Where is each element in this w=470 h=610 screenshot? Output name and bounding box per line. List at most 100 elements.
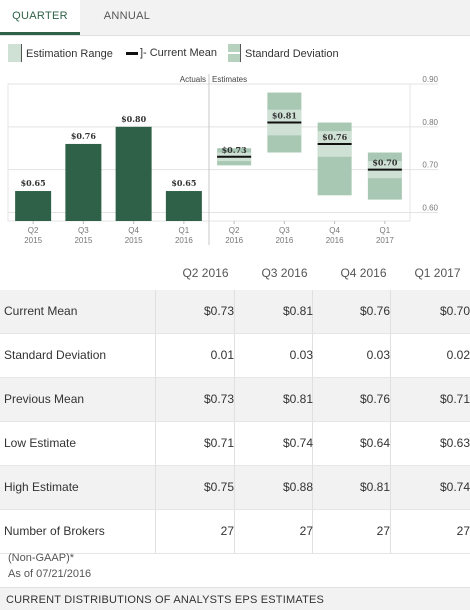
standard-deviation-swatch: [228, 44, 241, 62]
table-header: Q2 2016 Q3 2016 Q4 2016 Q1 2017: [0, 258, 470, 290]
table-cell: $0.81: [282, 392, 313, 406]
estimate-mean-label: $0.70: [372, 158, 397, 168]
actual-bar: [115, 126, 152, 221]
estimates-section-label: Estimates: [212, 75, 247, 84]
x-tick-label-quarter: Q1: [179, 226, 190, 235]
column-divider: [155, 422, 156, 465]
x-tick-label-quarter: Q3: [279, 226, 290, 235]
actual-bar: [15, 191, 52, 221]
row-label: Number of Brokers: [4, 524, 105, 538]
y-tick-label: 0.60: [422, 203, 438, 212]
section-header-distributions: CURRENT DISTRIBUTIONS OF ANALYSTS EPS ES…: [0, 587, 470, 610]
tab-annual[interactable]: ANNUAL: [103, 10, 151, 22]
table-cell: $0.71: [439, 392, 470, 406]
column-divider: [155, 290, 156, 333]
x-tick-label-quarter: Q2: [229, 226, 240, 235]
table-cell: $0.73: [203, 392, 234, 406]
x-tick-label-quarter: Q4: [128, 226, 139, 235]
estimates-table: Q2 2016 Q3 2016 Q4 2016 Q1 2017 Current …: [0, 258, 470, 554]
actual-value-label: $0.65: [21, 178, 46, 188]
row-label: Standard Deviation: [4, 348, 107, 362]
table-cell: $0.74: [282, 436, 313, 450]
actuals-section-label: Actuals: [180, 75, 206, 84]
table-cell: $0.75: [203, 480, 234, 494]
row-label: Previous Mean: [4, 392, 85, 406]
estimate-mean-label: $0.73: [222, 145, 247, 155]
column-divider: [390, 378, 391, 421]
column-header: Q4 2016: [340, 266, 387, 280]
x-tick-label-year: 2015: [125, 236, 143, 245]
table-cell: $0.76: [359, 304, 390, 318]
period-tabs: QUARTER ANNUAL: [0, 0, 470, 36]
column-divider: [234, 378, 235, 421]
table-cell: $0.70: [439, 304, 470, 318]
table-notes: (Non-GAAP)* As of 07/21/2016: [8, 550, 91, 582]
eps-chart: 0.60 0.70 0.80 0.90 Actuals Estimates $0.65 $0.…: [0, 70, 470, 255]
table-cell: $0.81: [359, 480, 390, 494]
column-divider: [390, 422, 391, 465]
column-divider: [312, 334, 313, 377]
table-cell: $0.88: [282, 480, 313, 494]
row-label: High Estimate: [4, 480, 79, 494]
gaap-note: (Non-GAAP)*: [8, 552, 75, 564]
x-tick-label-year: 2016: [175, 236, 193, 245]
legend-sd-label: Standard Deviation: [245, 47, 339, 60]
y-tick-label: 0.90: [422, 75, 438, 84]
current-mean-swatch: [126, 51, 138, 55]
table-cell: $0.74: [439, 480, 470, 494]
column-divider: [390, 334, 391, 377]
y-tick-label: 0.80: [422, 118, 438, 127]
table-cell: $0.81: [282, 304, 313, 318]
tab-quarter[interactable]: QUARTER: [0, 0, 80, 35]
column-divider: [312, 422, 313, 465]
table-row: Previous Mean $0.73 $0.81 $0.76 $0.71: [0, 378, 470, 422]
table-cell: 27: [299, 524, 313, 538]
actual-bar: [165, 191, 202, 221]
column-header: Q1 2017: [414, 266, 461, 280]
section-title: CURRENT DISTRIBUTIONS OF ANALYSTS EPS ES…: [6, 594, 325, 606]
column-divider: [234, 290, 235, 333]
x-tick-label-year: 2015: [74, 236, 92, 245]
table-cell: $0.76: [359, 392, 390, 406]
mean-bracket-icon: ]-: [140, 47, 147, 59]
column-divider: [312, 510, 313, 553]
chart-legend: Estimation Range ]- Current Mean Standard…: [0, 37, 470, 67]
column-divider: [390, 290, 391, 333]
table-cell: 0.02: [446, 348, 470, 362]
column-divider: [155, 378, 156, 421]
eps-chart-svg: 0.60 0.70 0.80 0.90 Actuals Estimates $0.65 $0.…: [7, 74, 439, 245]
legend-estimation-range: Estimation Range: [8, 44, 113, 62]
column-divider: [234, 334, 235, 377]
x-tick-label-quarter: Q3: [78, 226, 89, 235]
x-tick-label-quarter: Q4: [329, 226, 340, 235]
row-label: Low Estimate: [4, 436, 77, 450]
legend-standard-deviation: Standard Deviation: [228, 44, 339, 62]
column-header: Q3 2016: [261, 266, 308, 280]
estimate-mean-label: $0.81: [272, 111, 297, 121]
estimation-range-swatch: [8, 44, 22, 62]
table-cell: $0.64: [359, 436, 390, 450]
actual-value-label: $0.65: [171, 178, 196, 188]
table-body: Current Mean $0.73 $0.81 $0.76 $0.70 Standard…: [0, 290, 470, 554]
table-row: Number of Brokers 27 27 27 27: [0, 510, 470, 554]
column-divider: [312, 290, 313, 333]
column-divider: [234, 510, 235, 553]
x-tick-label-year: 2015: [24, 236, 42, 245]
y-tick-label: 0.70: [422, 161, 438, 170]
column-header: Q2 2016: [182, 266, 229, 280]
actual-value-label: $0.76: [71, 131, 96, 141]
legend-range-label: Estimation Range: [26, 47, 113, 60]
table-row: Standard Deviation 0.01 0.03 0.03 0.02: [0, 334, 470, 378]
table-row: High Estimate $0.75 $0.88 $0.81 $0.74: [0, 466, 470, 510]
x-tick-label-year: 2016: [326, 236, 344, 245]
table-cell: $0.63: [439, 436, 470, 450]
x-tick-label-year: 2016: [275, 236, 293, 245]
legend-mean-label: Current Mean: [149, 47, 217, 59]
row-label: Current Mean: [4, 304, 78, 318]
table-cell: $0.73: [203, 304, 234, 318]
column-divider: [155, 466, 156, 509]
table-cell: 27: [220, 524, 234, 538]
as-of-date: As of 07/21/2016: [8, 568, 92, 580]
table-cell: 0.03: [366, 348, 390, 362]
column-divider: [390, 466, 391, 509]
